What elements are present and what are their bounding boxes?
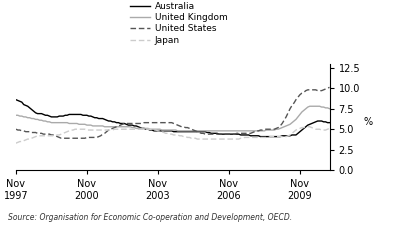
Australia — [327, 121, 332, 124]
United States — [59, 137, 64, 140]
United States — [219, 133, 224, 136]
United States — [272, 128, 277, 131]
United Kingdom — [77, 123, 81, 126]
United Kingdom — [307, 105, 312, 108]
United States — [104, 130, 109, 133]
Text: Source: Organisation for Economic Co-operation and Development, OECD.: Source: Organisation for Economic Co-ope… — [8, 213, 292, 222]
United States — [79, 137, 83, 140]
Japan — [303, 125, 308, 128]
Japan — [270, 135, 275, 138]
Line: United States: United States — [16, 87, 330, 138]
Line: Japan: Japan — [16, 127, 330, 143]
Japan — [217, 138, 222, 141]
United Kingdom — [189, 129, 194, 132]
United Kingdom — [175, 129, 180, 132]
Line: Australia: Australia — [16, 100, 330, 137]
Japan — [77, 128, 81, 131]
United Kingdom — [272, 129, 277, 131]
Japan — [13, 142, 18, 145]
United Kingdom — [219, 129, 224, 132]
Australia — [187, 130, 192, 133]
Japan — [313, 128, 318, 131]
Line: United Kingdom: United Kingdom — [16, 106, 330, 131]
United Kingdom — [327, 107, 332, 110]
United States — [189, 128, 194, 131]
Australia — [102, 118, 107, 121]
Australia — [77, 113, 81, 116]
Japan — [327, 127, 332, 130]
Japan — [187, 136, 192, 139]
Australia — [258, 135, 263, 138]
Y-axis label: %: % — [364, 117, 373, 127]
Australia — [217, 133, 222, 136]
United Kingdom — [315, 105, 320, 108]
United States — [327, 86, 332, 89]
United States — [13, 128, 18, 131]
Legend: Australia, United Kingdom, United States, Japan: Australia, United Kingdom, United States… — [130, 2, 227, 45]
Australia — [13, 98, 18, 101]
United States — [313, 89, 318, 91]
United Kingdom — [13, 114, 18, 117]
Australia — [313, 121, 318, 123]
United Kingdom — [102, 125, 107, 128]
Japan — [102, 129, 107, 131]
Australia — [272, 135, 277, 138]
